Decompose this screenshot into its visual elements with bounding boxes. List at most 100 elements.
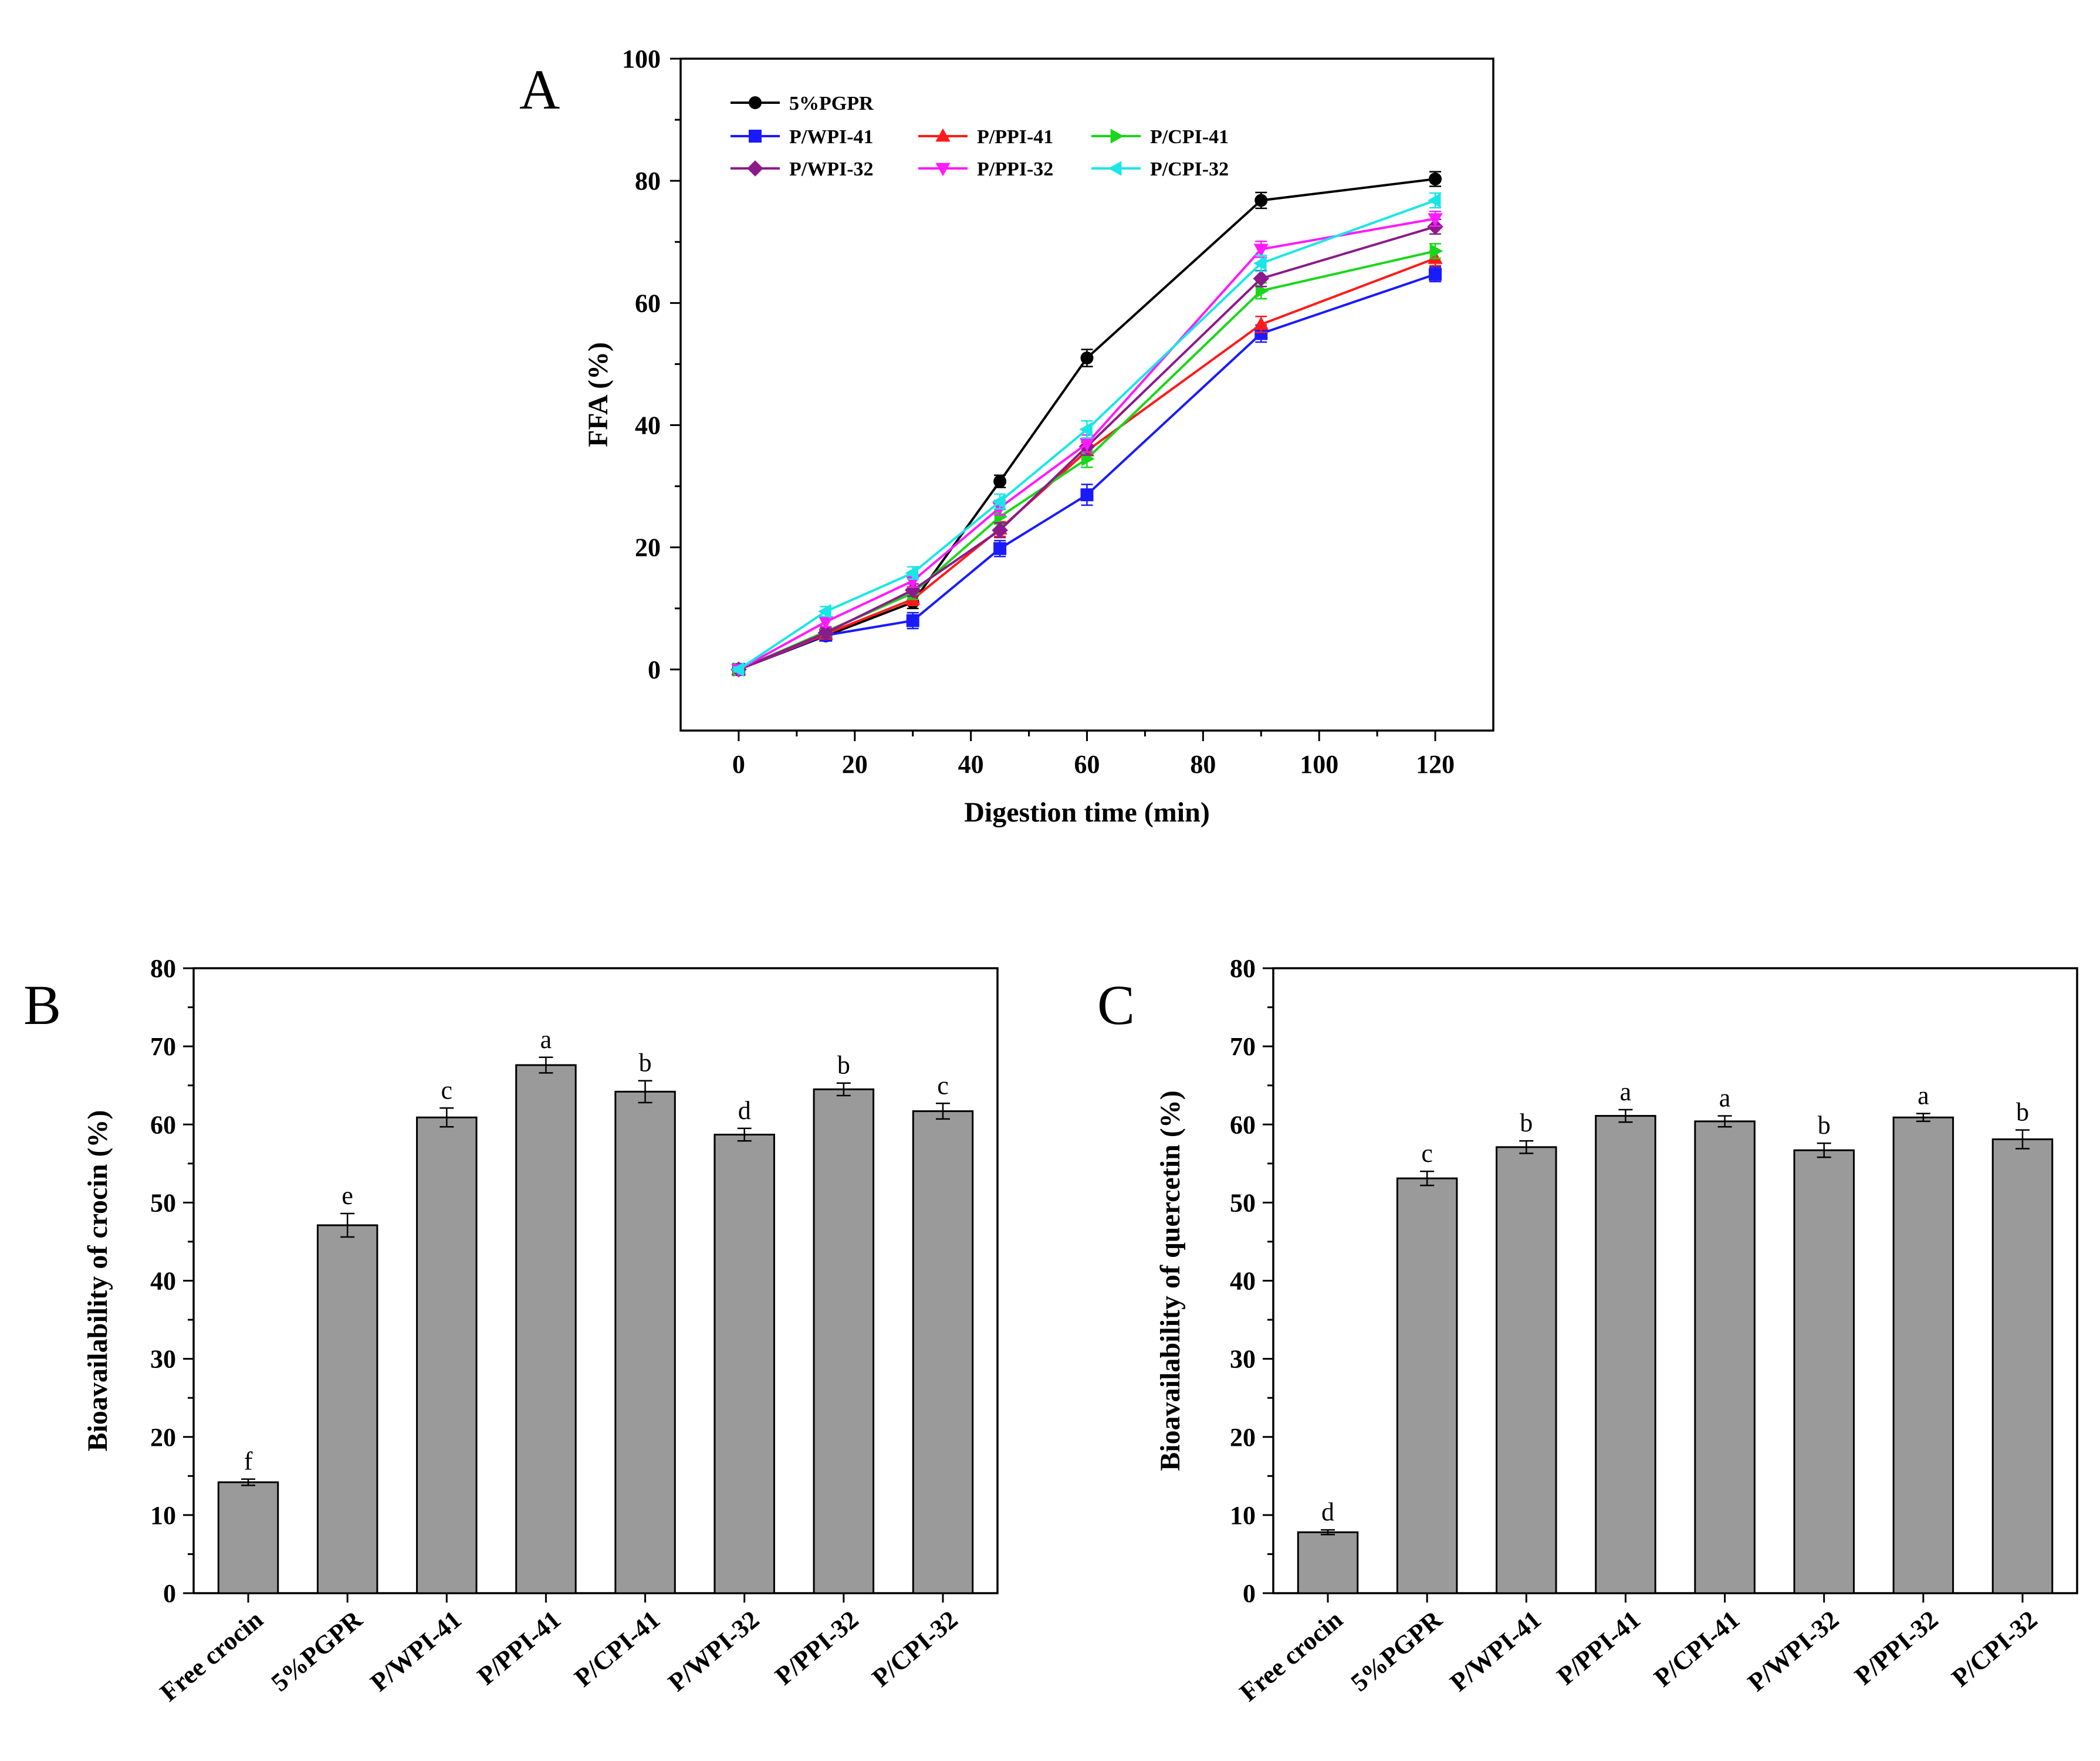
panel-c: C 0 10 20 30 40 50 60 70 80 Bioavailability of que… — [1097, 954, 2078, 1707]
legend-marker — [935, 128, 951, 142]
significance-letter: c — [1421, 1139, 1433, 1168]
y-tick-label: 40 — [1230, 1267, 1256, 1296]
y-tick-label: 10 — [1230, 1501, 1256, 1530]
legend-label: P/CPI-32 — [1150, 158, 1229, 180]
bar-P/PPI-32 — [1892, 1116, 1954, 1594]
significance-letter: a — [540, 1025, 552, 1054]
series-line — [738, 273, 1436, 671]
significance-letter: b — [1520, 1108, 1533, 1137]
data-point — [1253, 316, 1269, 330]
legend-item: P/PPI-32 — [918, 158, 1053, 180]
y-tick-label: 70 — [1230, 1032, 1256, 1061]
category-label: P/PPI-41 — [472, 1605, 566, 1691]
significance-letter: d — [738, 1096, 751, 1125]
panel-frame — [192, 967, 999, 1594]
data-point — [994, 509, 1008, 525]
significance-letter: d — [1321, 1498, 1334, 1526]
bar-P/CPI-32 — [1991, 1138, 2054, 1594]
x-axis-title: Digestion time (min) — [964, 797, 1210, 828]
legend-item: P/CPI-41 — [1091, 126, 1229, 148]
significance-letter: a — [1620, 1077, 1632, 1106]
y-tick-label: 80 — [1230, 954, 1256, 983]
y-tick-label: 70 — [150, 1032, 176, 1061]
data-point — [904, 582, 921, 599]
bar-P/CPI-32 — [912, 1110, 974, 1594]
legend: 5%PGPR P/WPI-41 P/PPI-41 P/CPI-41 P/WPI-32 P/… — [731, 93, 1229, 180]
legend-label: P/WPI-32 — [789, 158, 874, 180]
category-label: P/WPI-32 — [1742, 1605, 1844, 1697]
data-point — [1253, 244, 1269, 257]
category-label: 5%PGPR — [266, 1604, 368, 1697]
bar-P/WPI-41 — [416, 1116, 478, 1594]
category-label: P/PPI-32 — [1849, 1605, 1944, 1691]
y-axis-title: Bioavailability of quercetin (%) — [1155, 1090, 1186, 1471]
legend-label: P/WPI-41 — [789, 126, 874, 148]
series-P/PPI-32 — [731, 210, 1443, 678]
data-point — [817, 624, 834, 641]
data-point — [906, 614, 919, 627]
data-point — [731, 662, 745, 677]
bar-P/PPI-41 — [515, 1064, 577, 1594]
panel-a: A 0 20 40 60 80 100 0 20 40 60 80 100 120 Digestion ti… — [519, 45, 1494, 828]
data-point — [1080, 351, 1094, 365]
category-label: P/WPI-41 — [365, 1605, 467, 1697]
legend-marker — [935, 163, 951, 177]
category-label: P/CPI-41 — [569, 1605, 665, 1692]
y-tick-label: 80 — [635, 167, 661, 195]
x-tick-label: 100 — [1300, 750, 1338, 779]
legend-label: P/PPI-32 — [977, 158, 1053, 180]
data-point — [1254, 327, 1268, 340]
y-tick-label: 60 — [1230, 1110, 1256, 1139]
data-point — [992, 494, 1006, 509]
bar-P/CPI-41 — [614, 1090, 676, 1594]
bar-P/WPI-32 — [1793, 1149, 1855, 1594]
bar-P/PPI-32 — [813, 1088, 875, 1594]
y-tick-label: 50 — [1230, 1188, 1256, 1217]
y-tick-label: 20 — [1230, 1423, 1256, 1452]
legend-item: P/PPI-41 — [918, 126, 1053, 148]
panel-label: B — [23, 974, 61, 1036]
y-tick-label: 50 — [150, 1188, 176, 1217]
panel-label: C — [1097, 974, 1135, 1036]
bar-P/CPI-41 — [1694, 1120, 1756, 1594]
y-tick-label: 0 — [648, 655, 661, 684]
significance-letter: c — [441, 1076, 453, 1104]
legend-item: P/CPI-32 — [1091, 158, 1229, 180]
category-label: P/WPI-32 — [662, 1605, 765, 1697]
data-point — [1080, 488, 1094, 502]
data-point — [1253, 270, 1270, 287]
category-label: P/CPI-41 — [1649, 1605, 1745, 1692]
x-tick-label: 80 — [1190, 750, 1216, 779]
legend-label: P/CPI-41 — [1150, 126, 1229, 148]
x-tick-label: 120 — [1416, 750, 1455, 779]
data-point — [1255, 283, 1269, 299]
x-tick-label: 0 — [732, 750, 745, 779]
bar-P/WPI-41 — [1496, 1146, 1557, 1594]
bar-P/PPI-41 — [1595, 1115, 1656, 1594]
bar-5%PGPR — [1396, 1177, 1458, 1594]
data-point — [818, 604, 831, 619]
y-tick-label: 30 — [1230, 1345, 1256, 1374]
legend-item: P/WPI-32 — [731, 158, 874, 180]
x-tick-label: 40 — [958, 750, 984, 779]
y-tick-label: 30 — [150, 1345, 176, 1374]
data-point — [1253, 256, 1267, 271]
significance-letter: c — [937, 1071, 949, 1100]
legend-marker — [1110, 129, 1124, 144]
category-label: P/PPI-41 — [1551, 1605, 1646, 1691]
category-label: 5%PGPR — [1345, 1604, 1448, 1697]
significance-letter: b — [639, 1049, 652, 1077]
legend-marker — [1108, 161, 1122, 176]
legend-item: 5%PGPR — [731, 93, 874, 114]
y-tick-label: 40 — [635, 411, 661, 440]
significance-letter: a — [1719, 1084, 1731, 1113]
significance-letter: f — [244, 1447, 253, 1476]
y-tick-label: 0 — [1243, 1579, 1256, 1608]
data-point — [1428, 213, 1443, 227]
category-label: P/CPI-32 — [1946, 1605, 2042, 1692]
bar-Free crocin — [217, 1481, 279, 1594]
y-tick-label: 10 — [150, 1501, 176, 1530]
category-label: P/CPI-32 — [867, 1605, 963, 1692]
legend-label: 5%PGPR — [789, 93, 874, 114]
